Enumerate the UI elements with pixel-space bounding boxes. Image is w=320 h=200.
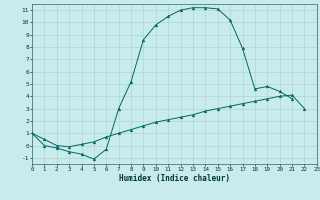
X-axis label: Humidex (Indice chaleur): Humidex (Indice chaleur) xyxy=(119,174,230,183)
